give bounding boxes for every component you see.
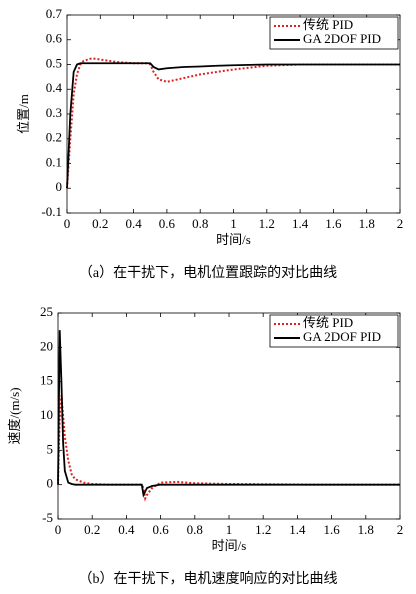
x-tick-label: 2: [397, 522, 404, 537]
y-tick-label: 0.3: [46, 105, 62, 120]
y-tick-label: 0: [47, 476, 54, 491]
legend-box: [269, 16, 399, 50]
x-axis-label: 时间/s: [216, 232, 251, 247]
series-line: [66, 62, 400, 189]
series-line: [57, 330, 400, 498]
x-tick-label: 1.4: [292, 216, 309, 231]
x-tick-label: 2: [397, 216, 404, 231]
caption: （b）在干扰下，电机速度响应的对比曲线: [79, 570, 338, 587]
y-tick-label: 25: [40, 304, 53, 319]
x-tick-label: 1.4: [289, 522, 306, 537]
y-tick-label: 0.2: [46, 130, 62, 145]
y-axis-label: 速度/(m/s): [7, 387, 22, 444]
x-tick-label: 0.8: [192, 216, 208, 231]
x-tick-label: 0.6: [152, 522, 169, 537]
y-tick-label: 0.6: [46, 31, 63, 46]
y-tick-label: 0: [56, 179, 63, 194]
y-tick-label: 0.1: [46, 154, 62, 169]
x-axis-label: 时间/s: [212, 538, 247, 553]
x-tick-label: 1: [230, 216, 237, 231]
y-tick-label: 0.4: [46, 80, 63, 95]
x-tick-label: 0.8: [187, 522, 203, 537]
x-tick-label: 1.6: [323, 522, 340, 537]
x-tick-label: 0.4: [118, 522, 135, 537]
x-tick-label: 0.4: [125, 216, 142, 231]
x-tick-label: 1.2: [259, 216, 275, 231]
series-line: [66, 57, 400, 189]
x-tick-label: 0: [64, 216, 71, 231]
y-tick-label: 20: [40, 338, 53, 353]
x-tick-label: 0.2: [84, 522, 100, 537]
y-tick-label: -0.1: [41, 204, 62, 219]
x-tick-label: 1.8: [359, 216, 375, 231]
y-tick-label: 15: [40, 373, 53, 388]
y-tick-label: 0.7: [46, 6, 63, 21]
y-tick-label: 10: [40, 407, 53, 422]
x-tick-label: 0.2: [92, 216, 108, 231]
legend-label: 传统 PID: [303, 17, 353, 32]
caption: （a）在干扰下，电机位置跟踪的对比曲线: [79, 265, 337, 281]
series-line: [57, 395, 400, 502]
y-tick-label: 5: [47, 441, 54, 456]
x-tick-label: 1.2: [255, 522, 271, 537]
legend-box: [269, 314, 399, 348]
x-tick-label: 1: [226, 522, 233, 537]
legend-label: 传统 PID: [303, 315, 353, 330]
x-tick-label: 1.6: [325, 216, 342, 231]
legend-label: GA 2DOF PID: [303, 31, 381, 46]
x-tick-label: 0: [55, 522, 62, 537]
legend-label: GA 2DOF PID: [303, 329, 381, 344]
x-tick-label: 0.6: [159, 216, 176, 231]
x-tick-label: 1.8: [358, 522, 374, 537]
y-axis-label: 位置/m: [16, 94, 31, 134]
y-tick-label: -5: [42, 510, 53, 525]
y-tick-label: 0.5: [46, 55, 62, 70]
